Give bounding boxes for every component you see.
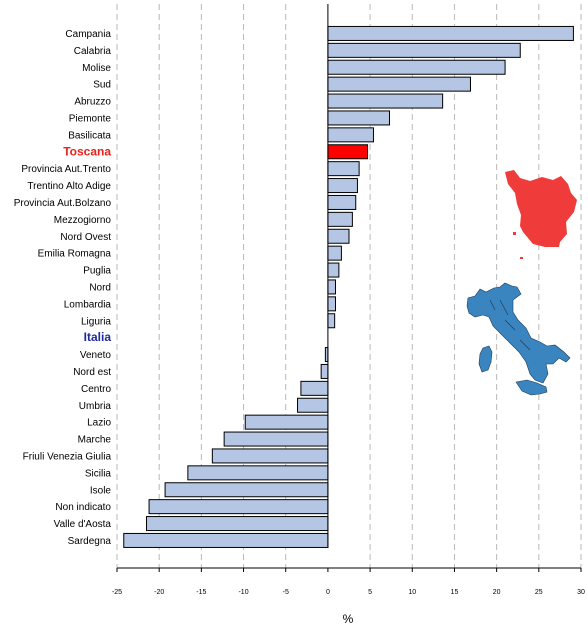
bar-centro [300, 380, 329, 396]
category-label: Lazio [87, 418, 111, 429]
category-label: Centro [81, 384, 111, 395]
bar-liguria [327, 313, 336, 329]
category-label: Non indicato [55, 502, 111, 513]
bar-non-indicato [148, 499, 329, 515]
bar-sardegna [123, 532, 329, 548]
x-tick-label: -5 [283, 589, 289, 596]
category-label: Isole [90, 485, 112, 496]
x-axis-title: % [343, 612, 354, 626]
bar-calabria [327, 42, 521, 58]
category-label: Abruzzo [74, 97, 111, 108]
bar-mezzogiorno [327, 211, 353, 227]
category-label: Puglia [83, 266, 111, 277]
category-label: Calabria [74, 46, 112, 57]
category-label: Marche [78, 435, 112, 446]
x-tick-label: 20 [493, 589, 501, 596]
bar-molise [327, 59, 506, 75]
category-label: Trentino Alto Adige [27, 181, 111, 192]
category-label: Friuli Venezia Giulia [23, 451, 112, 462]
category-label: Basilicata [68, 130, 111, 141]
x-tick-labels: -25 -20 -15 -10 -5 0 5 10 15 20 25 30 [112, 568, 585, 596]
category-label: Italia [84, 330, 112, 344]
bar-piemonte [327, 110, 390, 126]
italia-map-icon [466, 282, 571, 396]
bar-lazio [244, 414, 329, 430]
x-tick-label: 10 [408, 589, 416, 596]
category-label: Valle d'Aosta [54, 519, 112, 530]
category-label: Campania [65, 29, 111, 40]
category-label: Provincia Aut.Trento [21, 164, 111, 175]
x-tick-label: 5 [368, 589, 372, 596]
bar-nord [327, 279, 337, 295]
bar-abruzzo [327, 93, 444, 109]
bars [123, 25, 574, 548]
bar-marche [223, 431, 329, 447]
category-label: Lombardia [64, 299, 112, 310]
bar-friuli-venezia-giulia [211, 448, 329, 464]
category-label: Nord est [73, 367, 111, 378]
bar-nord-est [320, 363, 329, 379]
x-tick-label: -15 [196, 589, 206, 596]
category-label: Sicilia [85, 468, 112, 479]
x-tick-label: 0 [326, 589, 330, 596]
x-tick-label: 15 [451, 589, 459, 596]
x-tick-label: -10 [238, 589, 248, 596]
bar-lombardia [327, 296, 337, 312]
bar-sud [327, 76, 471, 92]
category-label: Liguria [81, 316, 111, 327]
bar-provincia-aut-trento [327, 161, 360, 177]
bar-emilia-romagna [327, 245, 342, 261]
bar-sicilia [187, 465, 329, 481]
x-tick-label: 25 [535, 589, 543, 596]
category-label: Nord Ovest [60, 232, 111, 243]
category-label: Piemonte [69, 113, 112, 124]
bar-trentino-alto-adige [327, 178, 358, 194]
bar-toscana [327, 144, 369, 160]
bar-campania [327, 25, 574, 41]
x-tick-label: -25 [112, 589, 122, 596]
toscana-map-icon [505, 170, 577, 259]
bar-isole [164, 482, 329, 498]
category-label: Emilia Romagna [38, 249, 112, 260]
bar-puglia [327, 262, 340, 278]
category-label: Mezzogiorno [54, 215, 112, 226]
category-label: Veneto [80, 350, 112, 361]
x-tick-label: 30 [577, 589, 585, 596]
category-label: Nord [89, 282, 111, 293]
x-tick-label: -20 [154, 589, 164, 596]
category-label: Umbria [79, 401, 112, 412]
bar-basilicata [327, 127, 374, 143]
bar-valle-d-aosta [146, 516, 329, 532]
bar-nord-ovest [327, 228, 350, 244]
bar-umbria [297, 397, 329, 413]
category-label: Molise [82, 63, 111, 74]
category-label: Sardegna [68, 536, 112, 547]
bar-provincia-aut-bolzano [327, 194, 357, 210]
category-label: Provincia Aut.Bolzano [14, 198, 112, 209]
category-label: Sud [93, 80, 111, 91]
category-labels: Campania Calabria Molise Sud Abruzzo Piemonte… [14, 29, 112, 547]
category-label: Toscana [63, 144, 111, 158]
